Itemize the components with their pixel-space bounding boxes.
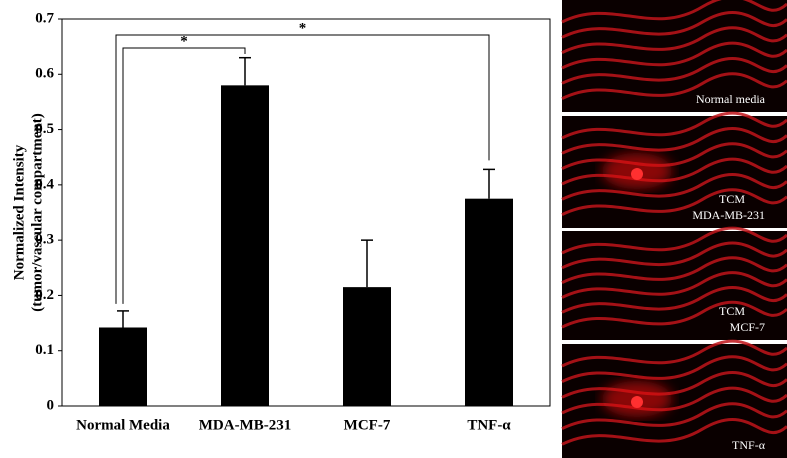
image-label: TCM [719,304,745,318]
bar [343,287,391,406]
y-tick-label: 0.1 [35,342,54,358]
image-label: TCM [719,192,745,206]
bar [465,198,513,406]
y-tick-label: 0.4 [35,176,54,192]
tumor-spot [631,168,643,180]
image-panels: Normal media TCM MDA-MB-231 TCM MCF-7 TNF-α [561,0,787,458]
tumor-spot [631,396,643,408]
vessel [561,142,787,171]
y-tick-label: 0.5 [35,121,54,137]
vessel [561,271,787,299]
x-tick-label: TNF-α [467,417,511,433]
vessel [561,111,787,140]
image-label: MDA-MB-231 [692,208,765,222]
vessel [561,417,787,446]
error-bar [483,168,495,199]
y-tick-label: 0.7 [35,10,54,26]
vessel [561,41,787,70]
vessel [561,256,787,285]
vessel [561,402,787,431]
plot-frame [61,18,551,407]
significance-bracket [122,47,246,304]
vessel [561,370,787,399]
x-tick-label: MCF-7 [344,417,391,433]
bar [221,85,269,406]
image-label: MCF-7 [730,320,765,334]
vessel [561,157,787,186]
vessel [561,26,787,55]
vessel [561,241,787,270]
vessel [561,386,787,415]
y-axis-label: (tumor/vascular compartment) [29,113,45,311]
x-tick-label: MDA-MB-231 [199,417,291,433]
vessel [561,285,787,314]
significance-bracket [115,34,490,304]
error-bar [117,310,129,328]
vessel [561,126,787,155]
vessel [561,0,787,24]
vessel [561,355,787,384]
y-tick-label: 0.2 [35,287,54,303]
image-label: TNF-α [732,438,766,452]
error-bar [361,239,373,288]
x-tick-label: Normal Media [76,417,170,433]
significance-label: * [180,33,188,49]
y-tick-label: 0 [47,397,55,413]
vessel [561,339,787,368]
y-tick-label: 0.6 [35,66,54,82]
error-bar [239,56,251,86]
vessel [561,188,787,217]
vessel [561,10,787,39]
significance-label: * [299,20,307,36]
image-label: Normal media [696,92,766,106]
vessel [561,226,787,255]
bar [99,327,147,406]
vessel [561,72,787,101]
y-axis-label: Normalized Intensity [11,144,27,280]
y-tick-label: 0.3 [35,232,54,248]
vessel [561,300,787,329]
vessel [561,172,787,201]
vessel [561,56,787,85]
